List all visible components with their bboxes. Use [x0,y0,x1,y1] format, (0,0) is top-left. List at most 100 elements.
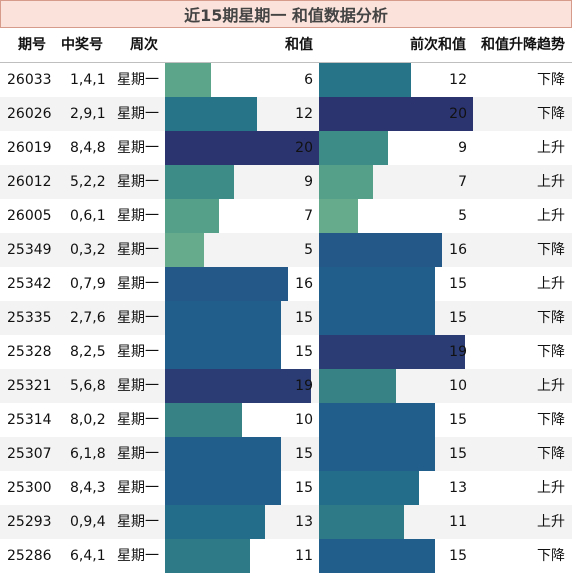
sum-bar [165,403,242,437]
table-row: 25321 5,6,8 星期一 19 10 上升 [0,369,572,403]
cell-period: 25300 [7,480,52,496]
cell-weekday: 星期一 [117,446,159,462]
header-numbers: 中奖号 [61,37,103,53]
cell-trend: 下降 [537,412,565,428]
prev-sum-value: 15 [449,446,467,462]
table-row: 26005 0,6,1 星期一 7 5 上升 [0,199,572,233]
sum-bar [165,199,219,233]
sum-value: 15 [295,480,313,496]
sum-bar [165,301,281,335]
table-row: 25307 6,1,8 星期一 15 15 下降 [0,437,572,471]
cell-trend: 下降 [537,72,565,88]
cell-weekday: 星期一 [117,378,159,394]
cell-trend: 下降 [537,106,565,122]
table-row: 25328 8,2,5 星期一 15 19 下降 [0,335,572,369]
table-row: 26019 8,4,8 星期一 20 9 上升 [0,131,572,165]
cell-period: 26005 [7,208,52,224]
sum-bar [165,165,234,199]
cell-period: 25342 [7,276,52,292]
sum-value: 10 [295,412,313,428]
cell-numbers: 6,1,8 [70,446,106,462]
header-sum: 和值 [285,37,313,53]
header-period: 期号 [18,37,46,53]
cell-period: 26026 [7,106,52,122]
prev-sum-value: 15 [449,548,467,564]
sum-value: 13 [295,514,313,530]
prev-sum-value: 7 [458,174,467,190]
prev-sum-bar [319,97,473,131]
cell-trend: 下降 [537,310,565,326]
sum-value: 9 [304,174,313,190]
sum-value: 15 [295,310,313,326]
cell-trend: 上升 [537,480,565,496]
table-row: 25300 8,4,3 星期一 15 13 上升 [0,471,572,505]
prev-sum-bar [319,165,373,199]
sum-value: 11 [295,548,313,564]
table-row: 26012 5,2,2 星期一 9 7 上升 [0,165,572,199]
cell-weekday: 星期一 [117,412,159,428]
prev-sum-bar [319,539,435,573]
table-header: 期号 中奖号 周次 和值 前次和值 和值升降趋势 [0,28,572,63]
cell-trend: 上升 [537,140,565,156]
sum-bar [165,505,265,539]
prev-sum-bar [319,437,435,471]
table-row: 25349 0,3,2 星期一 5 16 下降 [0,233,572,267]
sum-value: 16 [295,276,313,292]
sum-value: 5 [304,242,313,258]
sum-bar [165,233,204,267]
cell-weekday: 星期一 [117,344,159,360]
cell-trend: 上升 [537,208,565,224]
sum-bar [165,267,288,301]
cell-trend: 下降 [537,344,565,360]
prev-sum-value: 15 [449,412,467,428]
sum-bar [165,437,281,471]
prev-sum-value: 13 [449,480,467,496]
table-row: 25314 8,0,2 星期一 10 15 下降 [0,403,572,437]
sum-value: 19 [295,378,313,394]
cell-period: 25314 [7,412,52,428]
cell-numbers: 0,6,1 [70,208,106,224]
sum-bar [165,471,281,505]
cell-period: 26033 [7,72,52,88]
cell-numbers: 0,9,4 [70,514,106,530]
cell-period: 25328 [7,344,52,360]
cell-numbers: 0,7,9 [70,276,106,292]
sum-bar [165,131,319,165]
cell-trend: 上升 [537,378,565,394]
cell-numbers: 8,0,2 [70,412,106,428]
cell-weekday: 星期一 [117,106,159,122]
table-row: 25335 2,7,6 星期一 15 15 下降 [0,301,572,335]
table-row: 25342 0,7,9 星期一 16 15 上升 [0,267,572,301]
cell-period: 26012 [7,174,52,190]
prev-sum-value: 10 [449,378,467,394]
cell-weekday: 星期一 [117,208,159,224]
sum-value: 15 [295,446,313,462]
sum-value: 12 [295,106,313,122]
prev-sum-value: 5 [458,208,467,224]
cell-numbers: 5,2,2 [70,174,106,190]
cell-trend: 下降 [537,446,565,462]
cell-trend: 上升 [537,174,565,190]
prev-sum-bar [319,471,419,505]
cell-numbers: 8,2,5 [70,344,106,360]
prev-sum-value: 9 [458,140,467,156]
cell-weekday: 星期一 [117,514,159,530]
cell-trend: 下降 [537,242,565,258]
table-row: 25293 0,9,4 星期一 13 11 上升 [0,505,572,539]
header-weekday: 周次 [130,37,158,53]
cell-weekday: 星期一 [117,140,159,156]
table-row: 26033 1,4,1 星期一 6 12 下降 [0,63,572,97]
cell-period: 25321 [7,378,52,394]
cell-period: 25349 [7,242,52,258]
cell-trend: 上升 [537,514,565,530]
cell-period: 25335 [7,310,52,326]
cell-numbers: 8,4,3 [70,480,106,496]
prev-sum-bar [319,403,435,437]
prev-sum-bar [319,199,358,233]
sum-bar [165,539,250,573]
cell-period: 26019 [7,140,52,156]
cell-period: 25307 [7,446,52,462]
prev-sum-bar [319,301,435,335]
prev-sum-bar [319,63,411,97]
prev-sum-bar [319,369,396,403]
